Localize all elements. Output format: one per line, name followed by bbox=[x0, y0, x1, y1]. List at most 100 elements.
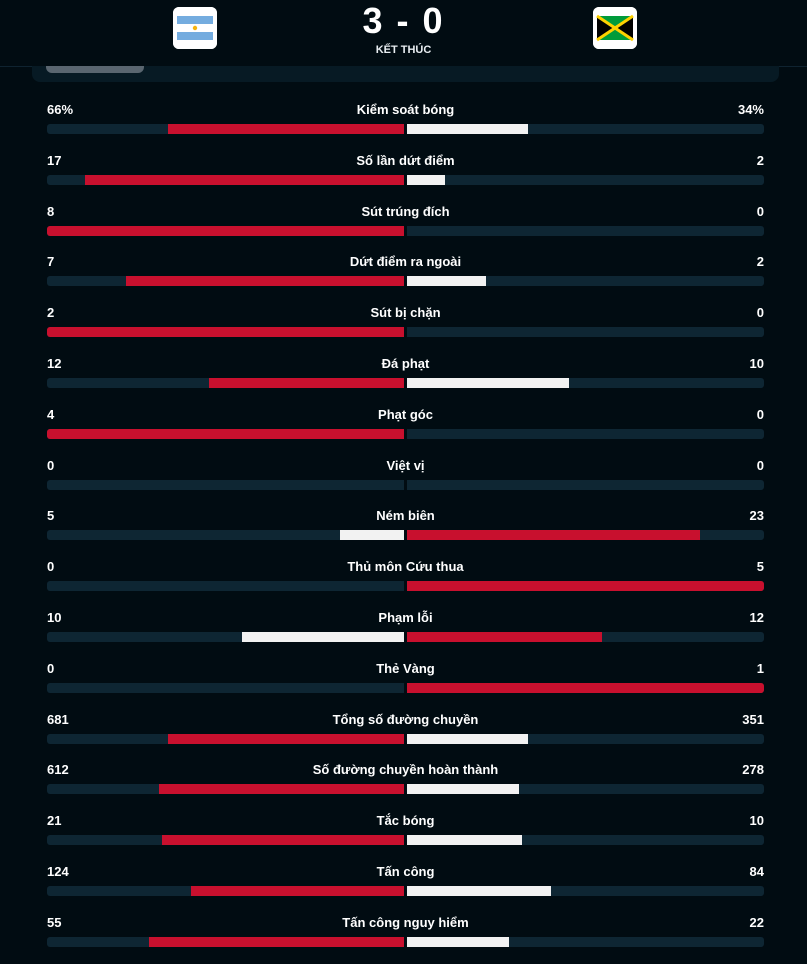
stat-home-bar bbox=[162, 835, 404, 846]
active-tab-indicator[interactable] bbox=[46, 66, 144, 73]
stat-home-bar-track bbox=[47, 682, 404, 693]
stat-label: Sút bị chặn bbox=[370, 305, 441, 321]
stat-away-bar bbox=[407, 682, 764, 693]
stat-home-bar-track bbox=[47, 225, 404, 236]
stat-label: Số đường chuyền hoàn thành bbox=[312, 762, 499, 778]
stat-home-bar-track bbox=[47, 885, 404, 896]
stat-home-bar-track bbox=[47, 784, 404, 795]
stat-away-bar-track bbox=[407, 682, 764, 693]
stat-home-bar bbox=[340, 530, 404, 541]
stat-row: 12 Đá phạt 10 bbox=[47, 354, 764, 405]
stat-away-bar-track bbox=[407, 581, 764, 592]
stat-home-bar-track bbox=[47, 428, 404, 439]
stat-away-bar bbox=[407, 631, 602, 642]
stat-label: Kiểm soát bóng bbox=[356, 102, 455, 117]
stat-row: 10 Phạm lỗi 12 bbox=[47, 608, 764, 659]
stat-home-value: 66% bbox=[47, 102, 74, 117]
stat-label: Phạt góc bbox=[378, 406, 433, 422]
stat-home-value: 17 bbox=[47, 152, 62, 168]
stat-home-bar bbox=[126, 276, 404, 287]
stat-row: 0 Thủ môn Cứu thua 5 bbox=[47, 557, 764, 608]
stat-home-bar bbox=[209, 377, 404, 388]
stat-row: 5 Ném biên 23 bbox=[47, 506, 764, 557]
stat-away-value: 23 bbox=[749, 508, 764, 524]
stat-away-bar-track bbox=[407, 377, 764, 388]
stat-home-value: 0 bbox=[47, 457, 55, 473]
stat-label: Tổng số đường chuyền bbox=[332, 711, 479, 727]
stat-row: 681 Tổng số đường chuyền 351 bbox=[47, 710, 764, 761]
stat-row: 0 Việt vị 0 bbox=[47, 456, 764, 507]
stat-label: Sút trúng đích bbox=[361, 203, 450, 219]
stat-home-bar-track bbox=[47, 276, 404, 287]
stat-home-value: 124 bbox=[47, 863, 69, 879]
stat-home-bar bbox=[149, 936, 404, 947]
stat-row: 66% Kiểm soát bóng 34% bbox=[47, 100, 764, 151]
stat-away-bar-track bbox=[407, 276, 764, 287]
stat-away-bar bbox=[407, 835, 523, 846]
stat-row: 8 Sút trúng đích 0 bbox=[47, 202, 764, 253]
stat-home-value: 612 bbox=[47, 762, 69, 778]
stat-away-value: 84 bbox=[749, 863, 764, 879]
stat-home-value: 21 bbox=[47, 813, 62, 829]
stat-away-value: 278 bbox=[742, 762, 764, 778]
stat-home-bar-track bbox=[47, 581, 404, 592]
stat-away-bar bbox=[407, 530, 701, 541]
stat-home-bar bbox=[168, 733, 404, 744]
stat-home-value: 55 bbox=[47, 914, 62, 930]
stat-away-value: 0 bbox=[756, 305, 764, 321]
stat-row: 21 Tắc bóng 10 bbox=[47, 811, 764, 862]
stat-row: 4 Phạt góc 0 bbox=[47, 405, 764, 456]
stat-away-bar-track bbox=[407, 428, 764, 439]
stat-home-bar-track bbox=[47, 733, 404, 744]
jamaica-flag-icon[interactable] bbox=[593, 7, 637, 49]
stat-away-value: 10 bbox=[749, 813, 764, 829]
stat-away-bar bbox=[407, 174, 445, 185]
stat-away-bar-track bbox=[407, 631, 764, 642]
stat-away-value: 12 bbox=[749, 609, 764, 625]
stat-away-bar bbox=[407, 276, 487, 287]
stat-away-value: 0 bbox=[756, 203, 764, 219]
stat-away-bar bbox=[407, 784, 519, 795]
stat-home-value: 10 bbox=[47, 609, 62, 625]
stat-home-value: 681 bbox=[47, 711, 69, 727]
stat-away-bar-track bbox=[407, 733, 764, 744]
stat-away-bar bbox=[407, 377, 570, 388]
stat-label: Thủ môn Cứu thua bbox=[347, 559, 464, 575]
stat-label: Số lần dứt điểm bbox=[356, 152, 455, 168]
stat-label: Tấn công nguy hiểm bbox=[342, 914, 469, 930]
stat-label: Tấn công bbox=[376, 863, 435, 879]
stat-label: Ném biên bbox=[376, 508, 435, 524]
stat-away-bar bbox=[407, 581, 764, 592]
stat-away-bar-track bbox=[407, 225, 764, 236]
stat-away-value: 351 bbox=[742, 711, 764, 727]
stat-home-bar bbox=[241, 631, 404, 642]
stat-away-value: 0 bbox=[756, 406, 764, 422]
stat-away-bar bbox=[407, 733, 529, 744]
stat-label: Phạm lỗi bbox=[378, 609, 433, 625]
stat-row: 612 Số đường chuyền hoàn thành 278 bbox=[47, 760, 764, 811]
stat-home-bar-track bbox=[47, 327, 404, 338]
stat-home-bar bbox=[47, 327, 404, 338]
stat-away-bar bbox=[407, 885, 552, 896]
stat-label: Tắc bóng bbox=[376, 813, 435, 829]
stat-home-bar-track bbox=[47, 631, 404, 642]
match-score: 3 - 0 bbox=[362, 0, 445, 41]
stat-row: 17 Số lần dứt điểm 2 bbox=[47, 151, 764, 202]
stat-home-bar bbox=[168, 124, 404, 134]
stat-away-value: 10 bbox=[749, 355, 764, 371]
stat-row: 124 Tấn công 84 bbox=[47, 862, 764, 913]
stat-row: 55 Tấn công nguy hiểm 22 bbox=[47, 913, 764, 964]
stat-row: 2 Sút bị chặn 0 bbox=[47, 303, 764, 354]
stat-home-bar-track bbox=[47, 174, 404, 185]
stat-home-value: 0 bbox=[47, 559, 55, 575]
stat-away-bar-track bbox=[407, 327, 764, 338]
argentina-flag-icon[interactable] bbox=[173, 7, 217, 49]
stat-home-value: 4 bbox=[47, 406, 55, 422]
stat-away-bar bbox=[407, 124, 529, 134]
stat-away-value: 34% bbox=[737, 102, 764, 117]
stat-home-bar-track bbox=[47, 530, 404, 541]
stat-label: Thẻ Vàng bbox=[376, 660, 435, 676]
stat-away-bar-track bbox=[407, 124, 764, 134]
stat-home-bar-track bbox=[47, 479, 404, 490]
stat-label: Việt vị bbox=[386, 457, 425, 473]
